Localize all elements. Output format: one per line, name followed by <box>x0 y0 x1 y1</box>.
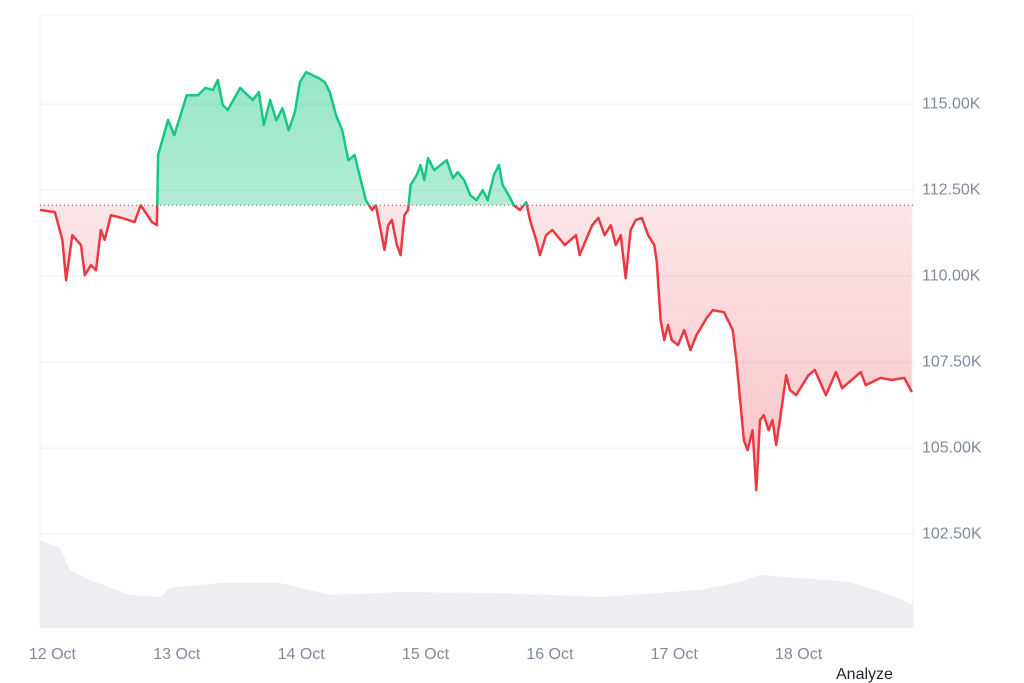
y-tick-label: 105.00K <box>922 439 982 456</box>
x-tick-label: 18 Oct <box>775 646 823 663</box>
y-tick-label: 102.50K <box>922 525 982 542</box>
y-tick-label: 107.50K <box>922 353 982 370</box>
area-down <box>40 205 912 491</box>
x-tick-label: 17 Oct <box>651 646 699 663</box>
analyze-button[interactable]: Analyze <box>836 666 893 683</box>
price-line-up <box>139 70 529 206</box>
plot <box>40 70 913 492</box>
x-tick-label: 12 Oct <box>29 646 77 663</box>
y-tick-label: 112.50K <box>922 181 981 198</box>
x-tick-label: 14 Oct <box>278 646 326 663</box>
price-line-down <box>40 205 913 492</box>
y-tick-label: 115.00K <box>922 95 981 112</box>
y-tick-label: 110.00K <box>922 267 981 284</box>
x-tick-label: 13 Oct <box>153 646 201 663</box>
x-tick-label: 15 Oct <box>402 646 450 663</box>
x-tick-label: 16 Oct <box>526 646 574 663</box>
volume-area <box>40 540 913 628</box>
area-up <box>140 72 527 206</box>
